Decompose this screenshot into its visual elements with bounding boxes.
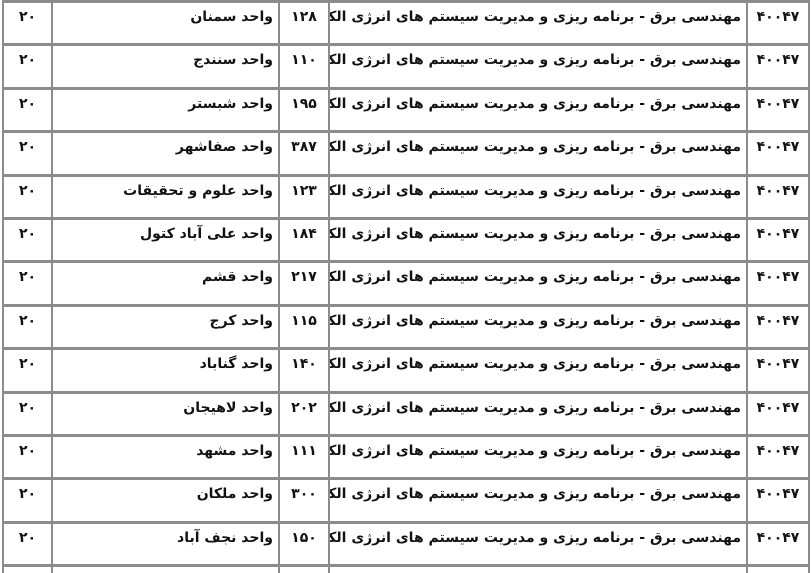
capacity-cell: ۲۰	[2, 303, 53, 351]
program-code-cell: ۴۰۰۴۷	[746, 477, 810, 524]
program-name-cell: مهندسی برق - برنامه ریزی و مدیریت سیستم …	[328, 477, 748, 524]
program-name-cell: مهندسی برق - برنامه ریزی و مدیریت سیستم …	[328, 260, 748, 307]
table-row: ۴۰۰۴۷ مهندسی برق - برنامه ریزی و مدیریت س…	[2, 0, 810, 47]
unit-name-cell: واحد نجف آباد	[51, 520, 280, 568]
program-name-cell: مهندسی برق - برنامه ریزی و مدیریت سیستم …	[328, 173, 748, 220]
capacity-cell	[2, 564, 53, 573]
table-row: ۴۰۰۴۷ مهندسی برق - برنامه ریزی و مدیریت س…	[2, 390, 810, 437]
unit-name-cell: واحد شبستر	[51, 86, 280, 134]
count-cell: ۱۵۰	[278, 520, 330, 568]
capacity-cell: ۲۰	[2, 0, 53, 47]
program-name-cell: مهندسی برق - برنامه ریزی و مدیریت سیستم …	[328, 43, 748, 90]
program-code-cell: ۴۰۰۴۷	[746, 347, 810, 394]
count-cell: ۲۰۲	[278, 390, 330, 437]
unit-name-cell: واحد سنندج	[51, 43, 280, 90]
capacity-cell: ۲۰	[2, 173, 53, 220]
unit-name-cell	[51, 564, 280, 573]
count-cell: ۲۱۷	[278, 260, 330, 307]
capacity-cell: ۲۰	[2, 477, 53, 524]
program-code-cell: ۴۰۰۴۷	[746, 216, 810, 264]
unit-name-cell: واحد مشهد	[51, 433, 280, 481]
unit-name-cell: واحد صفاشهر	[51, 130, 280, 177]
count-cell: ۳۰۰	[278, 477, 330, 524]
count-cell: ۳۸۷	[278, 130, 330, 177]
table-row: ۴۰۰۴۷ مهندسی برق - برنامه ریزی و مدیریت س…	[2, 520, 810, 568]
count-cell: ۱۴۰	[278, 347, 330, 394]
unit-name-cell: واحد لاهیجان	[51, 390, 280, 437]
table-row-partial	[2, 564, 810, 573]
program-code-cell: ۴۰۰۴۷	[746, 260, 810, 307]
count-cell: ۱۸۴	[278, 216, 330, 264]
program-code-cell: ۴۰۰۴۷	[746, 130, 810, 177]
program-code-cell: ۴۰۰۴۷	[746, 390, 810, 437]
program-name-cell: مهندسی برق - برنامه ریزی و مدیریت سیستم …	[328, 433, 748, 481]
unit-name-cell: واحد قشم	[51, 260, 280, 307]
capacity-cell: ۲۰	[2, 216, 53, 264]
program-name-cell: مهندسی برق - برنامه ریزی و مدیریت سیستم …	[328, 216, 748, 264]
capacity-cell: ۲۰	[2, 520, 53, 568]
program-name-cell: مهندسی برق - برنامه ریزی و مدیریت سیستم …	[328, 390, 748, 437]
table-row: ۴۰۰۴۷ مهندسی برق - برنامه ریزی و مدیریت س…	[2, 43, 810, 90]
count-cell: ۱۱۵	[278, 303, 330, 351]
program-name-cell: مهندسی برق - برنامه ریزی و مدیریت سیستم …	[328, 520, 748, 568]
program-code-cell	[746, 564, 810, 573]
capacity-cell: ۲۰	[2, 130, 53, 177]
capacity-cell: ۲۰	[2, 86, 53, 134]
unit-name-cell: واحد گناباد	[51, 347, 280, 394]
count-cell: ۱۲۸	[278, 0, 330, 47]
count-cell: ۱۱۰	[278, 43, 330, 90]
unit-name-cell: واحد علوم و تحقیقات	[51, 173, 280, 220]
table-row: ۴۰۰۴۷ مهندسی برق - برنامه ریزی و مدیریت س…	[2, 477, 810, 524]
program-name-cell: مهندسی برق - برنامه ریزی و مدیریت سیستم …	[328, 0, 748, 47]
program-name-cell: مهندسی برق - برنامه ریزی و مدیریت سیستم …	[328, 347, 748, 394]
table-row: ۴۰۰۴۷ مهندسی برق - برنامه ریزی و مدیریت س…	[2, 303, 810, 351]
capacity-cell: ۲۰	[2, 390, 53, 437]
program-name-cell: مهندسی برق - برنامه ریزی و مدیریت سیستم …	[328, 130, 748, 177]
program-code-cell: ۴۰۰۴۷	[746, 303, 810, 351]
unit-name-cell: واحد ملکان	[51, 477, 280, 524]
table-row: ۴۰۰۴۷ مهندسی برق - برنامه ریزی و مدیریت س…	[2, 86, 810, 134]
program-code-cell: ۴۰۰۴۷	[746, 43, 810, 90]
program-name-cell: مهندسی برق - برنامه ریزی و مدیریت سیستم …	[328, 86, 748, 134]
count-cell	[278, 564, 330, 573]
capacity-cell: ۲۰	[2, 347, 53, 394]
program-code-cell: ۴۰۰۴۷	[746, 433, 810, 481]
unit-name-cell: واحد سمنان	[51, 0, 280, 47]
program-name-cell	[328, 564, 748, 573]
capacity-cell: ۲۰	[2, 433, 53, 481]
count-cell: ۱۹۵	[278, 86, 330, 134]
program-name-cell: مهندسی برق - برنامه ریزی و مدیریت سیستم …	[328, 303, 748, 351]
unit-name-cell: واحد کرج	[51, 303, 280, 351]
program-code-cell: ۴۰۰۴۷	[746, 520, 810, 568]
table-row: ۴۰۰۴۷ مهندسی برق - برنامه ریزی و مدیریت س…	[2, 173, 810, 220]
count-cell: ۱۲۳	[278, 173, 330, 220]
capacity-cell: ۲۰	[2, 260, 53, 307]
program-code-cell: ۴۰۰۴۷	[746, 173, 810, 220]
table-row: ۴۰۰۴۷ مهندسی برق - برنامه ریزی و مدیریت س…	[2, 433, 810, 481]
table-row: ۴۰۰۴۷ مهندسی برق - برنامه ریزی و مدیریت س…	[2, 216, 810, 264]
table-row: ۴۰۰۴۷ مهندسی برق - برنامه ریزی و مدیریت س…	[2, 130, 810, 177]
unit-name-cell: واحد علی آباد کتول	[51, 216, 280, 264]
capacity-cell: ۲۰	[2, 43, 53, 90]
table-row: ۴۰۰۴۷ مهندسی برق - برنامه ریزی و مدیریت س…	[2, 260, 810, 307]
count-cell: ۱۱۱	[278, 433, 330, 481]
program-code-cell: ۴۰۰۴۷	[746, 0, 810, 47]
table-row: ۴۰۰۴۷ مهندسی برق - برنامه ریزی و مدیریت س…	[2, 347, 810, 394]
program-code-cell: ۴۰۰۴۷	[746, 86, 810, 134]
